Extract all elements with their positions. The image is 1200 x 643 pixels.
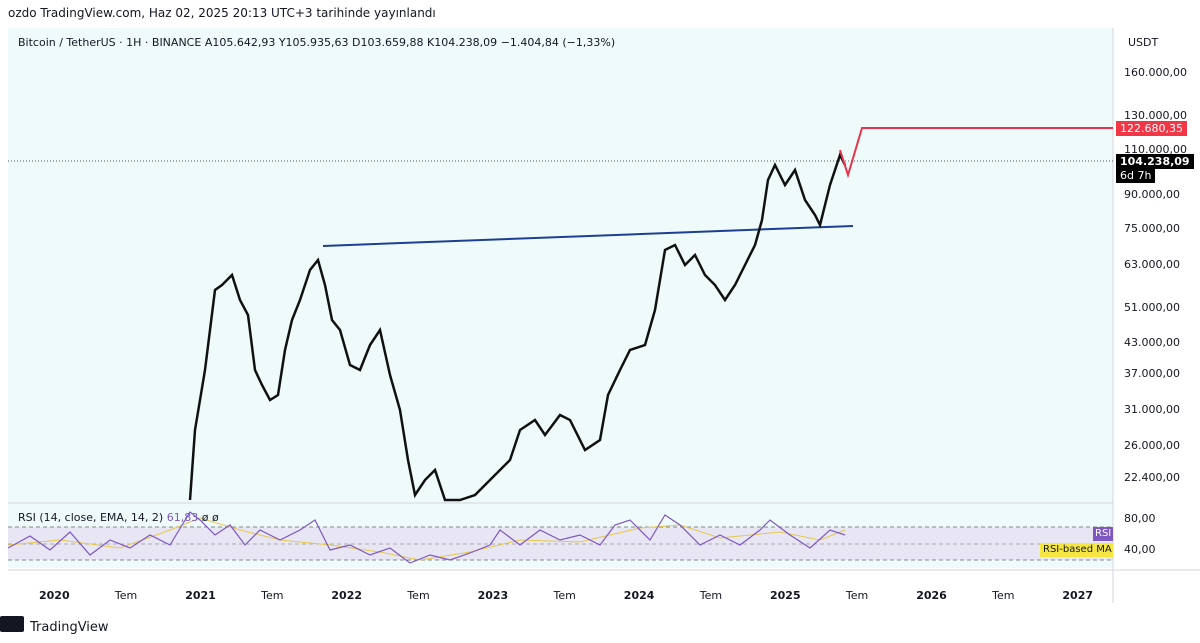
low: D103.659,88 bbox=[352, 36, 424, 49]
rsi-extra: ø ø bbox=[201, 511, 219, 524]
time-label: 2024 bbox=[623, 589, 655, 602]
price-candles bbox=[188, 151, 847, 502]
rsi-axis-label: 80,00 bbox=[1124, 512, 1156, 525]
chart-bg bbox=[8, 28, 1113, 568]
time-label: 2025 bbox=[770, 589, 801, 602]
footer-brand: TradingView bbox=[30, 620, 109, 635]
time-label: Tem bbox=[114, 589, 138, 602]
price-label: 37.000,00 bbox=[1124, 367, 1180, 380]
time-label: Tem bbox=[407, 589, 430, 602]
price-label: 63.000,00 bbox=[1124, 258, 1180, 271]
countdown-badge: 6d 7h bbox=[1116, 168, 1156, 183]
change: −1.404,84 (−1,33%) bbox=[500, 36, 616, 49]
high: Y105.935,63 bbox=[278, 36, 349, 49]
rsi-ma-line bbox=[7, 517, 846, 561]
time-label: Tem bbox=[845, 589, 869, 602]
time-label: 2021 bbox=[185, 589, 216, 602]
price-label: 43.000,00 bbox=[1124, 336, 1180, 349]
time-label: 2027 bbox=[1062, 589, 1094, 602]
time-label: 2026 bbox=[916, 589, 947, 602]
time-label: 2022 bbox=[331, 589, 363, 602]
ma-badge: RSI-based MA bbox=[1043, 544, 1112, 555]
rsi-value: 61,83 bbox=[166, 511, 199, 524]
projection-line bbox=[839, 127, 1113, 179]
trend-line bbox=[322, 225, 854, 247]
price-label: 90.000,00 bbox=[1124, 188, 1180, 201]
rsi-line bbox=[7, 511, 846, 564]
target-badge: 122.680,35 bbox=[1116, 121, 1187, 136]
ma-badge-bg bbox=[1040, 543, 1113, 557]
rsi-badge: RSI bbox=[1095, 528, 1112, 539]
price-label: 31.000,00 bbox=[1124, 403, 1180, 416]
publisher: ozdo TradingView.com, Haz 02, 2025 20:13… bbox=[8, 6, 436, 20]
symbol: Bitcoin / TetherUS · 1H · BINANCE bbox=[18, 36, 202, 49]
price-label: 75.000,00 bbox=[1124, 222, 1180, 235]
time-label: Tem bbox=[261, 589, 284, 602]
time-label: Tem bbox=[992, 589, 1015, 602]
rsi-badge-bg bbox=[1093, 527, 1113, 541]
rsi-name: RSI (14, close, EMA, 14, 2) bbox=[18, 511, 164, 524]
time-label: Tem bbox=[553, 589, 576, 602]
open: A105.642,93 bbox=[204, 36, 276, 49]
price-label: 130.000,00 bbox=[1124, 109, 1187, 122]
price-label: 160.000,00 bbox=[1124, 66, 1187, 79]
legend: Bitcoin / TetherUS · 1H · BINANCE A105.6… bbox=[18, 36, 615, 49]
tv-logo bbox=[0, 616, 24, 632]
rsi-axis-label: 40,00 bbox=[1124, 543, 1156, 556]
price-label: 51.000,00 bbox=[1124, 301, 1180, 314]
close: K104.238,09 bbox=[426, 36, 498, 49]
last-price-badge: 104.238,09 bbox=[1116, 154, 1194, 169]
price-label: 22.400,00 bbox=[1124, 471, 1180, 484]
time-label: 2020 bbox=[39, 589, 70, 602]
price-label: 110.000,00 bbox=[1124, 143, 1187, 156]
time-label: Tem bbox=[699, 589, 723, 602]
rsi-title: RSI (14, close, EMA, 14, 2) 61,83 ø ø bbox=[18, 511, 219, 524]
price-label: 26.000,00 bbox=[1124, 439, 1180, 452]
time-label: 2023 bbox=[477, 589, 509, 602]
currency[interactable]: USDT bbox=[1128, 36, 1159, 49]
